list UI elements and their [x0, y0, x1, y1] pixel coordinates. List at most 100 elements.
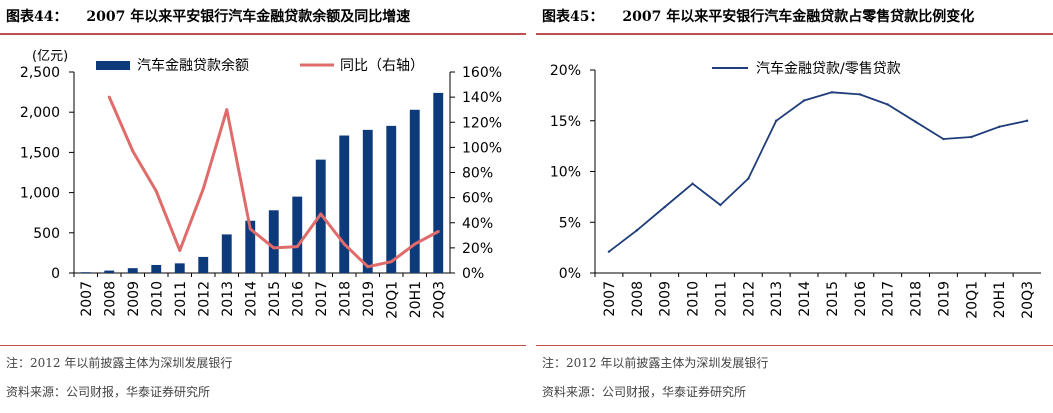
ratio-point [997, 125, 1001, 129]
yoy-point [225, 108, 229, 112]
yoy-point [342, 242, 346, 246]
yoy-point [131, 149, 135, 153]
left-figure-title-text: 2007 年以来平安银行汽车金融贷款余额及同比增速 [86, 9, 411, 25]
right-figure-label: 图表45： [542, 9, 604, 25]
left-combo-chart: (亿元) 0 500 1,000 1,500 2,000 2,500 0% 20% 40% 60% 8… [20, 49, 502, 319]
x-tick-label: 2007 [602, 281, 618, 317]
yoy-point [319, 212, 323, 216]
x-tick-label: 2017 [314, 281, 330, 317]
x-tick-label: 2019 [936, 281, 952, 317]
right-y-tick-label: 40% [462, 216, 493, 232]
x-tick-label: 2015 [267, 281, 283, 317]
right-y-tick-label: 100% [462, 140, 502, 156]
left-note: 注：2012 年以前披露主体为深圳发展银行 [6, 356, 233, 370]
ratio-point [886, 103, 889, 106]
right-note: 注：2012 年以前披露主体为深圳发展银行 [542, 356, 769, 370]
ratio-point [607, 250, 611, 253]
right-y-tick-label: 140% [462, 90, 502, 106]
x-tick-label: 2013 [220, 281, 236, 317]
left-figure-label: 图表44： [6, 9, 68, 25]
x-tick-label: 2017 [881, 281, 897, 317]
ratio-point [635, 229, 639, 232]
right-figure: 图表45： 2007 年以来平安银行汽车金融贷款占零售贷款比例变化 0% 5% 10… [536, 0, 1053, 413]
right-bottom-rule [536, 345, 1053, 346]
x-tick-label: 2008 [630, 281, 646, 317]
legend-line-label: 汽车金融贷款/零售贷款 [756, 60, 901, 77]
ratio-point [830, 91, 834, 94]
x-tick-label: 20Q3 [431, 281, 447, 319]
right-y-tick-label: 120% [462, 115, 502, 131]
bar [127, 268, 138, 273]
ratio-line [608, 91, 1028, 253]
left-y-tick-label: 500 [33, 226, 60, 242]
yoy-point [413, 242, 417, 246]
x-tick-label: 20Q1 [964, 281, 980, 319]
ratio-point [914, 120, 917, 123]
yoy-point [295, 245, 299, 249]
left-y-tick-label: 1,500 [20, 145, 60, 161]
ratio-point [858, 93, 862, 96]
right-line-chart: 0% 5% 10% 15% 20% 2007 2008 2009 2010 2011 2012 201… [550, 60, 1041, 319]
right-figure-title-text: 2007 年以来平安银行汽车金融贷款占零售贷款比例变化 [622, 9, 975, 25]
legend-bar-label: 汽车金融贷款余额 [137, 57, 249, 74]
right-y-tick-label: 80% [462, 166, 493, 182]
ratio-point [802, 99, 806, 102]
x-tick-label: 20Q3 [1020, 281, 1036, 319]
left-figure-title: 图表44： 2007 年以来平安银行汽车金融贷款余额及同比增速 [6, 6, 410, 26]
ratio-point [942, 137, 945, 141]
right-y-tick-label: 0% [462, 266, 484, 282]
x-tick-label: 2014 [797, 281, 813, 317]
yoy-point [366, 265, 370, 269]
x-tick-label: 2011 [173, 281, 189, 317]
bar [339, 135, 350, 273]
x-tick-label: 2018 [337, 281, 353, 317]
yoy-point [178, 248, 182, 252]
x-tick-label: 2011 [713, 281, 729, 317]
yoy-point [272, 246, 276, 250]
ratio-point [663, 205, 666, 209]
bar [245, 220, 256, 273]
y-tick-label: 15% [550, 114, 581, 130]
x-tick-label: 2012 [196, 281, 212, 317]
bar [174, 263, 185, 273]
ratio-point [719, 203, 722, 207]
x-tick-label: 2007 [79, 281, 95, 317]
bar [198, 256, 209, 273]
x-tick-label: 2019 [361, 281, 377, 317]
left-bottom-rule [0, 345, 526, 346]
bar [362, 129, 373, 273]
right-figure-title: 图表45： 2007 年以来平安银行汽车金融贷款占零售贷款比例变化 [542, 6, 974, 26]
x-tick-label: 2013 [769, 281, 785, 317]
y-tick-label: 0% [559, 266, 581, 282]
ratio-point [691, 182, 694, 185]
bar [104, 270, 115, 273]
y-tick-label: 20% [550, 63, 581, 79]
bar [221, 234, 232, 273]
right-y-tick-label: 20% [462, 241, 493, 257]
bar [80, 272, 91, 273]
yoy-point [389, 260, 393, 264]
y-tick-label: 5% [559, 215, 581, 231]
yoy-point [154, 189, 158, 193]
legend-line-label: 同比（右轴） [340, 58, 424, 74]
x-tick-label: 2016 [853, 281, 869, 317]
ratio-point [1025, 119, 1029, 122]
ratio-point [774, 119, 778, 122]
x-tick-label: 2009 [126, 281, 142, 317]
right-title-rule [536, 33, 1053, 35]
left-unit-label: (亿元) [32, 49, 68, 64]
x-tick-label: 2016 [290, 281, 306, 317]
ratio-point [747, 177, 750, 180]
bar [292, 196, 303, 273]
y-tick-label: 10% [550, 165, 581, 181]
x-tick-label: 20H1 [408, 281, 424, 318]
x-tick-label: 2012 [741, 281, 757, 317]
left-y-tick-label: 2,000 [20, 105, 60, 121]
bar [386, 125, 397, 273]
x-tick-label: 2009 [658, 281, 674, 317]
x-tick-label: 2018 [909, 281, 925, 317]
x-tick-label: 2010 [686, 281, 702, 317]
bar [151, 264, 162, 273]
right-source: 资料来源：公司财报，华泰证券研究所 [542, 385, 747, 399]
x-tick-label: 20H1 [992, 281, 1008, 318]
